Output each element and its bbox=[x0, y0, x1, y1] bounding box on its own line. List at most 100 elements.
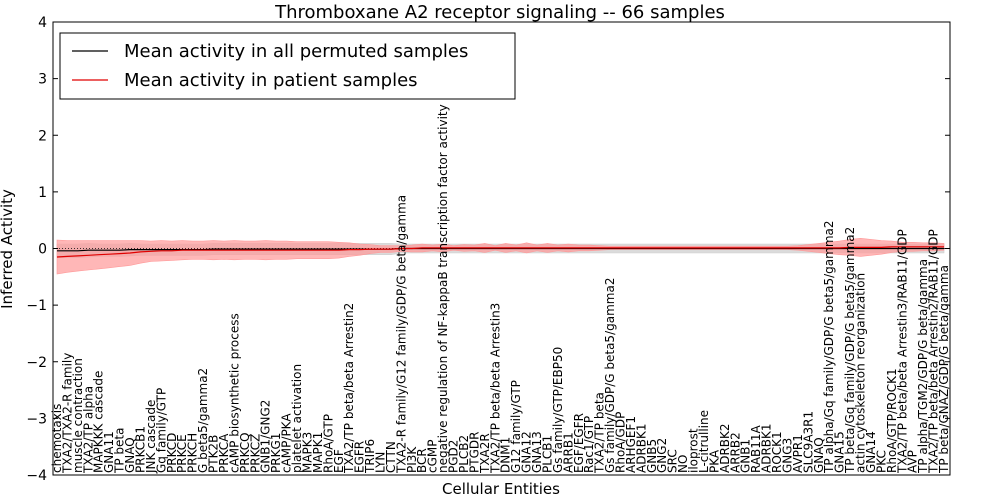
category-label: JNK cascade bbox=[144, 400, 158, 474]
category-label: GNA13 bbox=[530, 431, 544, 473]
category-label: actin cytoskeleton reorganization bbox=[854, 273, 868, 473]
category-label: GNA12 bbox=[520, 431, 534, 473]
category-label: SLC9A3R1 bbox=[801, 411, 815, 473]
category-label: PRKCQ bbox=[238, 432, 252, 473]
category-label: cGMP bbox=[426, 440, 440, 474]
chart-title: Thromboxane A2 receptor signaling -- 66 … bbox=[274, 2, 725, 23]
category-label: muscle contraction bbox=[71, 358, 85, 473]
category-label: PLCB1 bbox=[541, 435, 555, 473]
category-label: Gs family/GDP/G beta5/gamma2 bbox=[603, 278, 617, 473]
category-label: ADRBK1 bbox=[760, 423, 774, 473]
category-label: PKA bbox=[707, 449, 721, 473]
category-label: ADRBK2 bbox=[718, 423, 732, 473]
legend-entry-permuted: Mean activity in all permuted samples bbox=[124, 41, 468, 62]
category-label: PTK2B bbox=[207, 435, 221, 473]
category-label: MAPK3 bbox=[300, 432, 314, 473]
category-label: negative regulation of NF-kappaB transcr… bbox=[436, 104, 450, 473]
category-label: cAMP/PKA bbox=[280, 413, 294, 473]
category-label: RhoA/GTP/ROCK1 bbox=[885, 368, 899, 473]
category-label: TXA2/TP beta bbox=[593, 392, 607, 474]
category-label: GNB5 bbox=[645, 439, 659, 473]
y-tick-label: 3 bbox=[38, 72, 47, 88]
y-tick-label: 4 bbox=[38, 15, 47, 31]
category-label: GNA11 bbox=[102, 431, 116, 473]
category-label: G12 family/GTP bbox=[509, 380, 523, 473]
category-label: TXA2-R family/G12 family/GDP/G beta/gamm… bbox=[394, 195, 408, 474]
category-label: ARHGEF1 bbox=[624, 416, 638, 473]
legend: Mean activity in all permuted samples Me… bbox=[59, 32, 516, 100]
category-label: GNG3 bbox=[781, 438, 795, 473]
category-label: PGD2 bbox=[447, 440, 461, 473]
category-label: MAPKKK cascade bbox=[92, 371, 106, 473]
patient-spread-band bbox=[56, 237, 945, 275]
lines-layer bbox=[53, 246, 950, 258]
category-label: AVP bbox=[906, 450, 920, 473]
category-label: Gs family/GTP/EBP50 bbox=[551, 347, 565, 473]
y-axis-label: Inferred Activity bbox=[0, 189, 16, 309]
category-label: DNM1 bbox=[499, 437, 513, 473]
category-label: PTGDR bbox=[467, 432, 481, 473]
category-label: TP beta bbox=[113, 428, 127, 474]
category-label: PKC bbox=[874, 450, 888, 473]
bands-layer bbox=[56, 237, 945, 275]
category-label: GNAQ bbox=[123, 437, 137, 473]
category-label: ADRBK1 bbox=[634, 423, 648, 473]
y-tick-label: −2 bbox=[26, 355, 47, 371]
category-label: PRKCH bbox=[186, 433, 200, 473]
category-label: RhoA/GTP bbox=[321, 414, 335, 473]
y-tick-label: 1 bbox=[38, 185, 47, 201]
category-label: TXA2/TXA2-R family bbox=[60, 353, 74, 474]
y-tick-label: 0 bbox=[38, 242, 47, 258]
y-tick-label: −4 bbox=[26, 468, 47, 484]
category-label: RAB11A bbox=[749, 424, 763, 473]
category-label: L-citrulline bbox=[697, 410, 711, 473]
category-label: PRKCZ bbox=[248, 434, 262, 473]
category-label: TXA2R bbox=[478, 433, 492, 474]
category-label: LYN bbox=[374, 452, 388, 473]
category-label: PRKCD bbox=[165, 433, 179, 473]
category-label: RhoA/GDP bbox=[614, 412, 628, 473]
category-label: G beta5/gamma2 bbox=[196, 368, 210, 473]
category-label: EGF bbox=[332, 449, 346, 473]
category-label: ROCK1 bbox=[770, 431, 784, 473]
category-label: Rac1/GTP bbox=[582, 416, 596, 473]
category-label: iloprost bbox=[687, 428, 701, 473]
category-label: ARRB2 bbox=[728, 432, 742, 473]
category-label: BCR bbox=[415, 448, 429, 473]
category-label: TRIP6 bbox=[363, 439, 377, 474]
category-label: PRKG1 bbox=[269, 433, 283, 473]
category-label: GNG2 bbox=[655, 438, 669, 473]
category-label: platelet activation bbox=[290, 364, 304, 473]
category-label: GNB1 bbox=[739, 439, 753, 473]
y-tick-label: −1 bbox=[26, 298, 47, 314]
category-label: PRKCB1 bbox=[134, 426, 148, 473]
category-label: chemotaxis bbox=[50, 404, 64, 473]
category-label: EGFR bbox=[353, 441, 367, 473]
category-label: SRC bbox=[666, 449, 680, 473]
category-label: cAMP biosynthetic process bbox=[227, 313, 241, 473]
y-axis: −4 −3 −2 −1 0 1 2 3 4 bbox=[26, 15, 950, 484]
y-tick-label: −3 bbox=[26, 411, 47, 427]
category-label: TXA2/TP alpha bbox=[81, 386, 95, 474]
category-label: PRKCA bbox=[217, 433, 231, 473]
category-label: TP beta/GNAZ/GDP/G beta/gamma bbox=[937, 265, 951, 474]
category-label: CTTN bbox=[384, 441, 398, 473]
category-label: PLCB2 bbox=[457, 435, 471, 473]
category-label: TP beta/Gq family/GDP/G beta5/gamma2 bbox=[843, 227, 857, 474]
category-label: TXA2/TP beta/beta Arrestin3/RAB11/GDP bbox=[895, 229, 909, 474]
category-label: GNAQ bbox=[812, 437, 826, 473]
category-label: Gq family/GTP bbox=[154, 388, 168, 473]
category-label: TXA2/TP beta/beta Arrestin2 bbox=[342, 303, 356, 474]
category-label: TXA2/TP beta/beta Arrestin3 bbox=[488, 303, 502, 474]
category-label: EGF/EGFR bbox=[572, 413, 586, 473]
category-label: TP alpha/TGM2/GDP/G beta/gamma bbox=[916, 259, 930, 474]
category-label: GNA15 bbox=[833, 431, 847, 473]
category-label: TP alpha/Gq family/GDP/G beta5/gamma2 bbox=[822, 220, 836, 474]
category-label: TXA2/TP beta/beta Arrestin2/RAB11/GDP bbox=[927, 229, 941, 474]
category-label: MAPK1 bbox=[311, 432, 325, 473]
legend-box bbox=[59, 32, 516, 100]
category-label: NO bbox=[676, 455, 690, 473]
category-label: PI3K bbox=[405, 446, 419, 473]
